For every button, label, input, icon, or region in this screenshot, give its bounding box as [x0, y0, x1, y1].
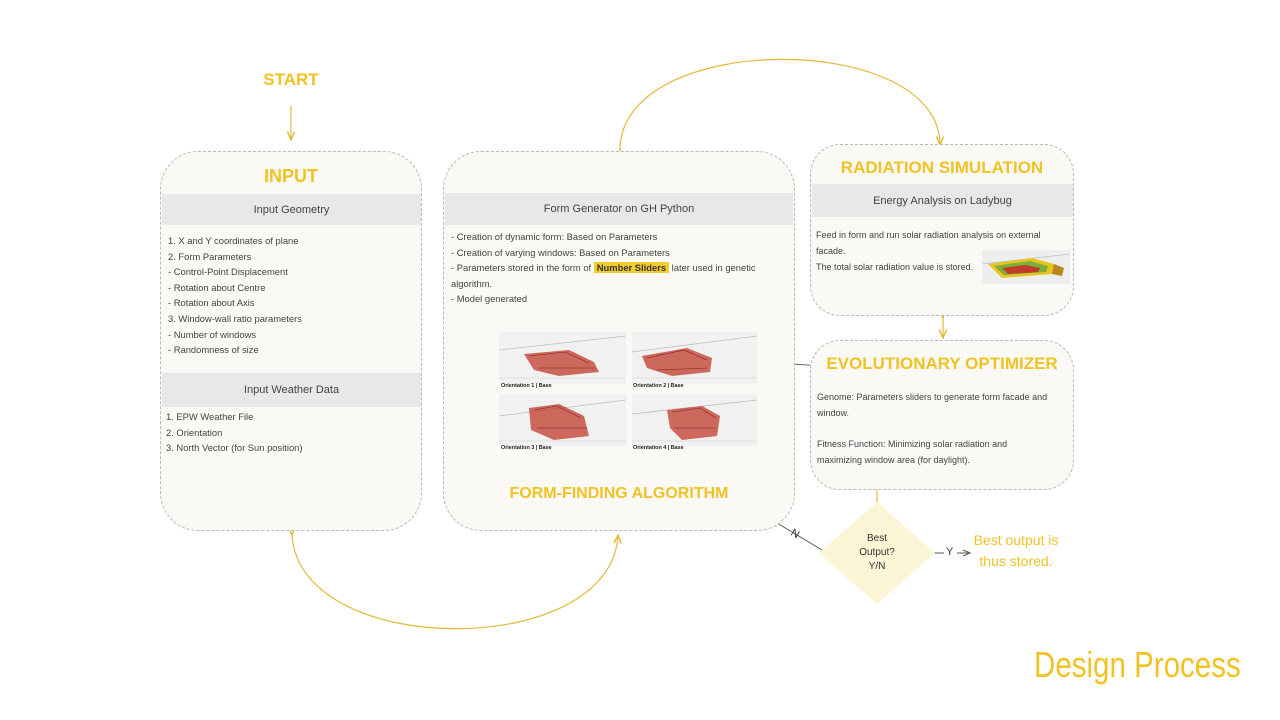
radiation-description: Feed in form and run solar radiation ana… — [816, 230, 1041, 272]
list-item: - Randomness of size — [168, 344, 259, 356]
form-generator-list: - Creation of dynamic form: Based on Par… — [451, 229, 791, 307]
list-item: - Creation of dynamic form: Based on Par… — [451, 231, 658, 242]
optimizer-description: Genome: Parameters sliders to generate f… — [817, 392, 1048, 465]
number-sliders-highlight: Number Sliders — [593, 262, 670, 274]
list-item: - Model generated — [451, 293, 528, 305]
orientation-1-image — [499, 332, 626, 384]
orientation-4-caption: Orientation 4 | Base — [633, 445, 684, 451]
energy-analysis-header: Energy Analysis on Ladybug — [812, 184, 1073, 217]
list-item: algorithm. — [451, 277, 493, 289]
orientation-3-image — [499, 394, 626, 446]
list-item: 3. Window-wall ratio parameters — [168, 312, 302, 324]
input-weather-list: 1. EPW Weather File 2. Orientation 3. No… — [166, 409, 416, 456]
list-item: 3. North Vector (for Sun position) — [166, 442, 303, 454]
no-arrow — [772, 520, 823, 551]
bottom-arc-arrow — [292, 535, 618, 630]
yes-label: Y — [946, 546, 954, 558]
form-generator-header: Form Generator on GH Python — [445, 193, 793, 225]
list-item: - Creation of varying windows: Based on … — [451, 246, 670, 258]
orientation-3-caption: Orientation 3 | Base — [501, 445, 552, 451]
orientation-2-caption: Orientation 2 | Base — [633, 383, 684, 389]
input-geometry-header: Input Geometry — [162, 194, 421, 225]
orientation-2-image — [632, 332, 757, 384]
input-title: INPUT — [264, 166, 318, 186]
design-process-title: Design Process — [1034, 644, 1241, 685]
form-finding-title: FORM-FINDING ALGORITHM — [509, 485, 729, 502]
optimizer-panel — [810, 340, 1074, 490]
list-item: - Number of windows — [168, 328, 257, 340]
list-item: - Rotation about Axis — [168, 297, 255, 309]
radiation-title: RADIATION SIMULATION — [840, 158, 1044, 177]
best-output-result: Best output is thus stored. — [973, 532, 1059, 569]
start-label: START — [263, 70, 319, 89]
radiation-analysis-image — [982, 250, 1070, 284]
decision-text: Best Output? Y/N — [859, 533, 895, 572]
orientation-1-caption: Orientation 1 | Base — [501, 383, 552, 389]
list-item: - Parameters stored in the form of Numbe… — [451, 262, 756, 274]
list-item: 1. X and Y coordinates of plane — [168, 235, 299, 246]
decision-diamond — [819, 502, 935, 604]
list-item: - Control-Point Displacement — [168, 266, 288, 278]
orientation-4-image — [632, 394, 757, 446]
radiation-panel — [810, 144, 1074, 316]
list-item: 2. Form Parameters — [168, 250, 252, 262]
top-arc-arrow — [620, 58, 940, 150]
list-item: - Rotation about Centre — [168, 281, 266, 293]
input-geometry-list: 1. X and Y coordinates of plane 2. Form … — [168, 233, 418, 358]
list-item: 2. Orientation — [166, 426, 223, 438]
optimizer-title: EVOLUTIONARY OPTIMIZER — [826, 354, 1058, 373]
list-item: 1. EPW Weather File — [166, 411, 254, 422]
input-weather-header: Input Weather Data — [162, 373, 421, 407]
